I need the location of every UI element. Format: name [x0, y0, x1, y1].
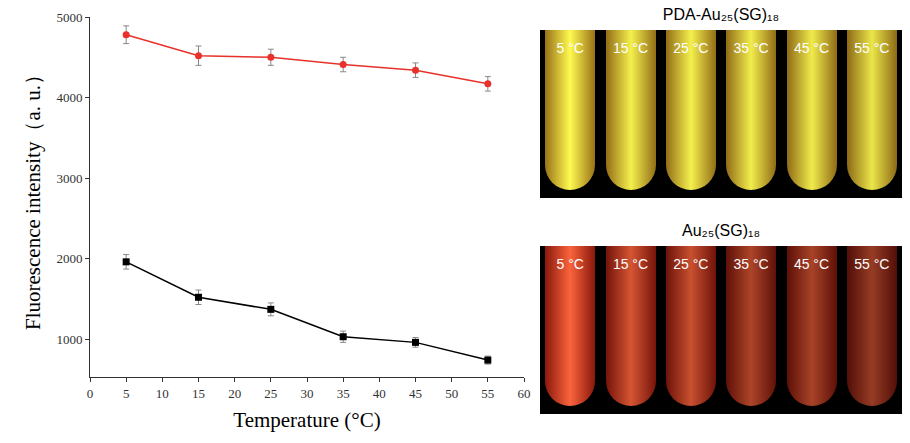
html-text:35 °C: 35 °C [733, 256, 769, 272]
svg-text:1000: 1000 [56, 332, 82, 347]
svg-text:25: 25 [264, 386, 277, 401]
html-text:45 °C: 45 °C [793, 256, 830, 272]
svg-text:Fluorescence intensity（a. u.）: Fluorescence intensity（a. u.） [21, 64, 45, 330]
svg-text:45: 45 [409, 386, 422, 401]
svg-text:50: 50 [445, 386, 458, 401]
svg-text:4000: 4000 [56, 90, 82, 105]
html-text:5 °C: 5 °C [556, 40, 584, 56]
svg-text:Temperature (°C): Temperature (°C) [233, 408, 380, 432]
html-text:55 °C: 55 °C [854, 40, 890, 56]
svg-text:30: 30 [301, 386, 314, 401]
html-text:5 °C: 5 °C [556, 256, 584, 272]
html-text:15 °C: 15 °C [612, 40, 649, 56]
svg-text:3000: 3000 [56, 171, 82, 186]
html-text:25 °C: 25 °C [673, 256, 709, 272]
svg-text:55: 55 [481, 386, 494, 401]
svg-text:60: 60 [518, 386, 531, 401]
svg-text:15: 15 [192, 386, 205, 401]
svg-text:0: 0 [87, 386, 94, 401]
svg-text:20: 20 [228, 386, 241, 401]
html-text:25 °C: 25 °C [673, 40, 709, 56]
html-text:Au₂₅(SG)₁₈: Au₂₅(SG)₁₈ [682, 222, 760, 239]
html-text:PDA-Au₂₅(SG)₁₈: PDA-Au₂₅(SG)₁₈ [662, 6, 780, 23]
html-text:35 °C: 35 °C [733, 40, 769, 56]
svg-text:5000: 5000 [56, 10, 82, 25]
svg-text:10: 10 [156, 386, 169, 401]
svg-text:40: 40 [373, 386, 386, 401]
html-text:45 °C: 45 °C [793, 40, 830, 56]
html-text:15 °C: 15 °C [612, 256, 649, 272]
svg-text:35: 35 [337, 386, 350, 401]
svg-text:5: 5 [123, 386, 130, 401]
svg-text:2000: 2000 [56, 251, 82, 266]
html-text:55 °C: 55 °C [854, 256, 890, 272]
